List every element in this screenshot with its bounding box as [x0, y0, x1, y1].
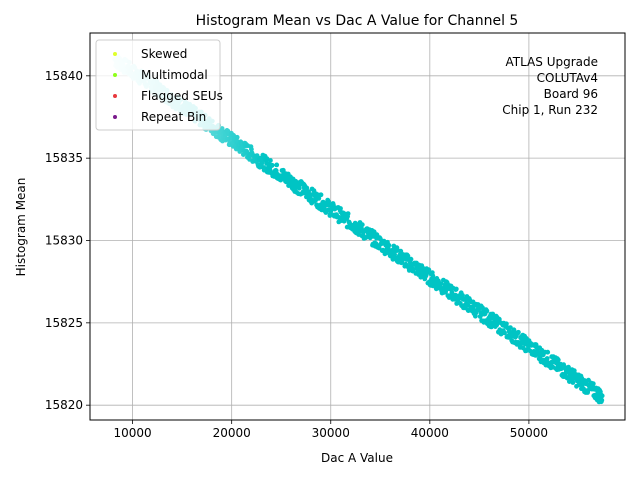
annotation-line: Chip 1, Run 232	[502, 103, 598, 117]
grid	[90, 33, 625, 420]
x-tick-label: 30000	[312, 426, 350, 440]
x-tick-label: 10000	[114, 426, 152, 440]
legend-label: Repeat Bin	[141, 110, 206, 124]
data-point	[304, 185, 310, 191]
data-point	[502, 330, 507, 336]
data-point	[345, 211, 351, 217]
legend-label: Flagged SEUs	[141, 89, 223, 103]
legend-box	[95, 39, 221, 131]
legend-marker	[113, 73, 117, 77]
data-point	[386, 242, 392, 248]
data-point	[599, 393, 605, 399]
data-point	[264, 156, 270, 162]
annotation: ATLAS Upgrade COLUTAv4 Board 96 Chip 1, Run…	[502, 55, 598, 117]
data-point	[571, 368, 577, 374]
legend-marker	[113, 94, 117, 98]
y-tick-label: 15840	[45, 69, 83, 83]
data-point	[508, 325, 513, 330]
x-axis-ticks: 10000 20000 30000 40000 50000	[114, 420, 548, 440]
legend-label: Skewed	[141, 47, 187, 61]
data-point	[449, 290, 455, 295]
data-point	[219, 126, 225, 131]
data-point	[403, 261, 409, 267]
x-axis-label: Dac A Value	[321, 451, 393, 465]
x-tick-label: 40000	[411, 426, 449, 440]
data-point	[296, 185, 302, 191]
data-point	[426, 267, 432, 273]
data-point	[504, 321, 509, 327]
y-tick-label: 15835	[45, 151, 83, 165]
data-point	[599, 397, 605, 403]
data-point	[338, 206, 343, 211]
data-point	[460, 292, 465, 298]
y-axis-label: Histogram Mean	[14, 178, 28, 277]
data-point	[579, 382, 585, 388]
data-point	[316, 196, 322, 201]
data-point	[566, 364, 571, 370]
data-point	[274, 162, 280, 168]
legend-marker	[113, 52, 117, 56]
data-point	[234, 134, 240, 140]
annotation-line: COLUTAv4	[537, 71, 598, 85]
annotation-line: ATLAS Upgrade	[505, 55, 598, 69]
data-point	[408, 256, 414, 262]
data-point	[268, 158, 273, 163]
data-point	[269, 162, 275, 168]
data-point	[590, 381, 596, 387]
y-tick-label: 15825	[45, 316, 83, 330]
data-point	[516, 329, 521, 335]
chart-title: Histogram Mean vs Dac A Value for Channe…	[196, 13, 519, 29]
data-point	[555, 357, 561, 363]
data-point	[480, 305, 485, 311]
data-point	[273, 168, 279, 174]
data-point	[420, 265, 425, 271]
data-point	[453, 286, 459, 292]
y-axis-ticks: 15820 15825 15830 15835 15840	[45, 69, 90, 412]
y-tick-label: 15820	[45, 398, 83, 412]
data-point	[570, 380, 576, 385]
plot-frame	[89, 32, 626, 421]
y-tick-label: 15830	[45, 233, 83, 247]
data-point	[484, 308, 490, 314]
data-point	[359, 222, 365, 228]
data-point	[545, 349, 551, 355]
legend-marker	[113, 115, 117, 119]
x-tick-label: 20000	[213, 426, 251, 440]
x-tick-label: 50000	[510, 426, 548, 440]
annotation-line: Board 96	[544, 87, 598, 101]
data-point	[318, 192, 324, 198]
legend-label: Multimodal	[141, 68, 208, 82]
legend: Skewed Multimodal Flagged SEUs Repeat Bin	[95, 39, 223, 131]
data-point	[559, 366, 564, 371]
data-point	[544, 356, 550, 361]
data-point	[438, 281, 444, 287]
